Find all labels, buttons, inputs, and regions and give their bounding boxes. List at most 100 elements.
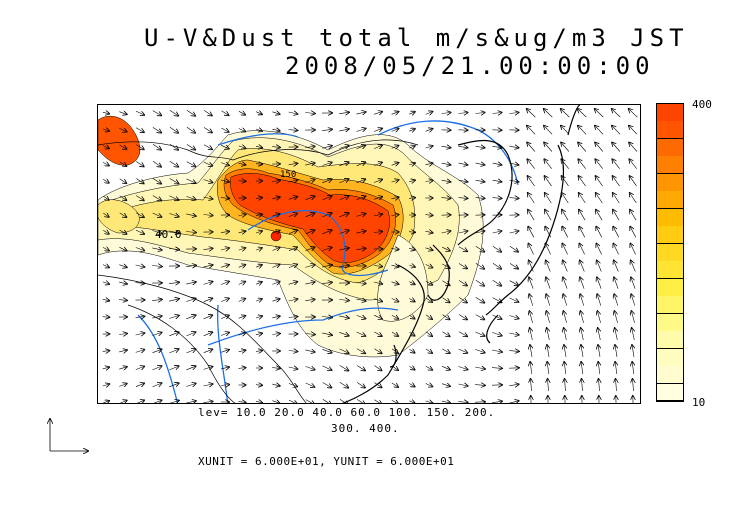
wind-vector bbox=[561, 109, 570, 118]
wind-vector bbox=[409, 401, 414, 403]
wind-vector bbox=[391, 146, 399, 149]
wind-vector bbox=[203, 265, 213, 267]
wind-vector bbox=[458, 280, 467, 285]
wind-vector bbox=[135, 333, 145, 335]
wind-vector bbox=[322, 230, 331, 235]
river-north bbox=[217, 133, 299, 146]
wind-vector bbox=[613, 227, 620, 238]
dust-map: 40.0 150 bbox=[97, 104, 641, 404]
wind-vector bbox=[102, 401, 109, 403]
wind-vector bbox=[373, 315, 382, 319]
wind-vector bbox=[221, 127, 228, 132]
wind-vector bbox=[288, 264, 297, 267]
wind-vector bbox=[531, 379, 532, 392]
wind-vector bbox=[169, 178, 179, 184]
wind-vector bbox=[492, 163, 502, 165]
wind-vector bbox=[581, 328, 584, 340]
wind-vector bbox=[288, 367, 298, 369]
wind-vector bbox=[238, 368, 246, 369]
wind-vector bbox=[631, 277, 636, 289]
wind-vector bbox=[545, 244, 551, 255]
wind-vector bbox=[530, 328, 533, 340]
wind-vector bbox=[272, 299, 279, 301]
wind-vector bbox=[255, 351, 262, 352]
wind-vector bbox=[409, 129, 415, 131]
wind-vector bbox=[409, 112, 415, 114]
wind-vector bbox=[528, 193, 535, 204]
wind-vector bbox=[169, 332, 178, 337]
wind-vector bbox=[135, 248, 144, 251]
wind-vector bbox=[409, 384, 414, 387]
wind-vector bbox=[169, 366, 178, 371]
colorbar-segment bbox=[657, 156, 683, 175]
wind-vector bbox=[238, 215, 246, 216]
wind-vector bbox=[612, 126, 621, 135]
wind-vector bbox=[102, 247, 109, 250]
wind-vector bbox=[408, 198, 415, 199]
wind-vector bbox=[305, 366, 315, 369]
wind-vector bbox=[529, 277, 534, 289]
wind-vector bbox=[409, 349, 415, 352]
wind-vector bbox=[391, 400, 398, 403]
wind-vector bbox=[530, 345, 532, 357]
wind-vector bbox=[356, 162, 366, 167]
wind-vector bbox=[255, 164, 262, 165]
wind-vector bbox=[103, 230, 109, 234]
wind-vector bbox=[391, 282, 399, 284]
wind-vector bbox=[152, 266, 162, 267]
wind-vector bbox=[613, 193, 620, 204]
wind-vector bbox=[119, 384, 126, 387]
wind-vector bbox=[425, 349, 432, 353]
wind-vector bbox=[509, 401, 518, 403]
wind-vector bbox=[272, 316, 279, 318]
wind-vector bbox=[339, 248, 349, 250]
wind-vector bbox=[203, 367, 213, 370]
wind-vector bbox=[203, 161, 212, 166]
wind-vector bbox=[475, 367, 485, 369]
colorbar bbox=[656, 103, 684, 402]
wind-vector bbox=[409, 248, 415, 249]
wind-vector bbox=[169, 383, 178, 388]
wind-vector bbox=[597, 277, 602, 289]
wind-vector bbox=[458, 263, 467, 269]
wind-vector bbox=[322, 365, 332, 370]
wind-vector bbox=[391, 298, 399, 301]
wind-vector bbox=[119, 300, 127, 301]
wind-vector bbox=[492, 332, 501, 335]
wind-vector bbox=[458, 367, 468, 370]
wind-vector bbox=[169, 195, 179, 200]
reference-vector bbox=[44, 415, 94, 455]
wind-vector bbox=[238, 316, 246, 319]
wind-vector bbox=[442, 331, 449, 337]
wind-vector bbox=[441, 113, 451, 114]
wind-vector bbox=[152, 383, 162, 388]
dust-patch-west bbox=[98, 199, 140, 234]
wind-vector bbox=[458, 246, 467, 252]
wind-vector bbox=[547, 362, 549, 375]
wind-vector bbox=[168, 282, 179, 283]
wind-vector bbox=[238, 248, 246, 250]
wind-vector bbox=[339, 231, 348, 234]
wind-vector bbox=[441, 401, 450, 403]
wind-vector bbox=[475, 180, 485, 182]
wind-vector bbox=[272, 214, 279, 216]
wind-vector bbox=[425, 163, 432, 165]
wind-vector bbox=[203, 180, 213, 183]
wind-vector bbox=[578, 109, 587, 118]
wind-vector bbox=[528, 176, 535, 187]
contour-label-150: 150 bbox=[280, 170, 296, 180]
wind-vector bbox=[322, 399, 331, 403]
wind-vector bbox=[103, 196, 108, 200]
wind-vector bbox=[441, 198, 451, 199]
wind-vector bbox=[339, 382, 348, 387]
wind-vector bbox=[288, 163, 298, 164]
wind-vector bbox=[305, 350, 314, 352]
wind-vector bbox=[288, 213, 297, 216]
wind-vector bbox=[322, 349, 331, 352]
wind-vector bbox=[186, 315, 195, 320]
wind-vector bbox=[135, 110, 144, 115]
colorbar-max-label: 400 bbox=[692, 98, 712, 111]
wind-vector bbox=[544, 126, 553, 135]
wind-vector bbox=[529, 294, 534, 306]
wind-vector bbox=[441, 146, 451, 147]
